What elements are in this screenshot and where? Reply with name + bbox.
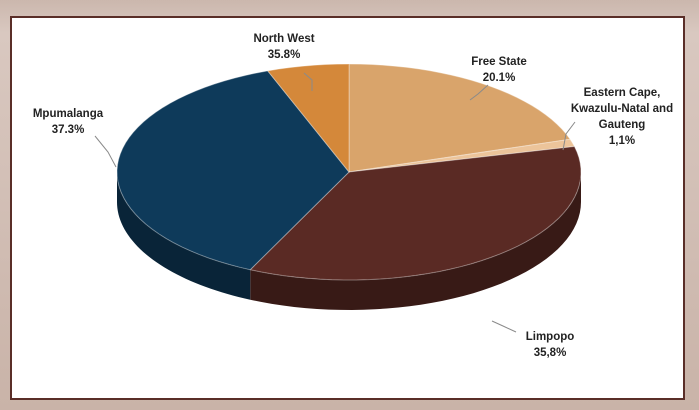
leader-mpumalanga (94, 135, 117, 168)
label-north-west-name: North West (253, 33, 314, 45)
pie-side-limpopo (250, 172, 581, 310)
pie-slice-limpopo (249, 145, 582, 281)
pie-slice-north-west (266, 63, 350, 174)
label-north-west-value: 35.8% (268, 49, 301, 61)
label-mpumalanga-value: 37.3% (52, 124, 85, 136)
pie-side-mpumalanga (117, 172, 251, 300)
leader-limpopo (491, 320, 517, 333)
label-limpopo-name: Limpopo (526, 331, 575, 343)
pie-sides (117, 172, 581, 310)
leader-north-west (303, 72, 313, 91)
label-eastern-cape-line1: Eastern Cape, (584, 87, 661, 99)
label-eastern-cape-line3: Gauteng (599, 119, 646, 131)
label-eastern-cape-line2: Kwazulu-Natal and (571, 103, 673, 115)
label-limpopo-value: 35,8% (534, 347, 567, 359)
pie-tops (116, 63, 582, 281)
leader-eastern-cape (562, 121, 576, 151)
label-free-state-value: 20.1% (483, 72, 516, 84)
label-free-state-name: Free State (471, 56, 527, 68)
pie-slice-free-state (348, 63, 571, 173)
leader-free-state (469, 84, 489, 101)
label-eastern-cape-value: 1,1% (609, 135, 635, 147)
pie-slice-mpumalanga (116, 70, 350, 271)
label-mpumalanga-name: Mpumalanga (33, 108, 104, 120)
